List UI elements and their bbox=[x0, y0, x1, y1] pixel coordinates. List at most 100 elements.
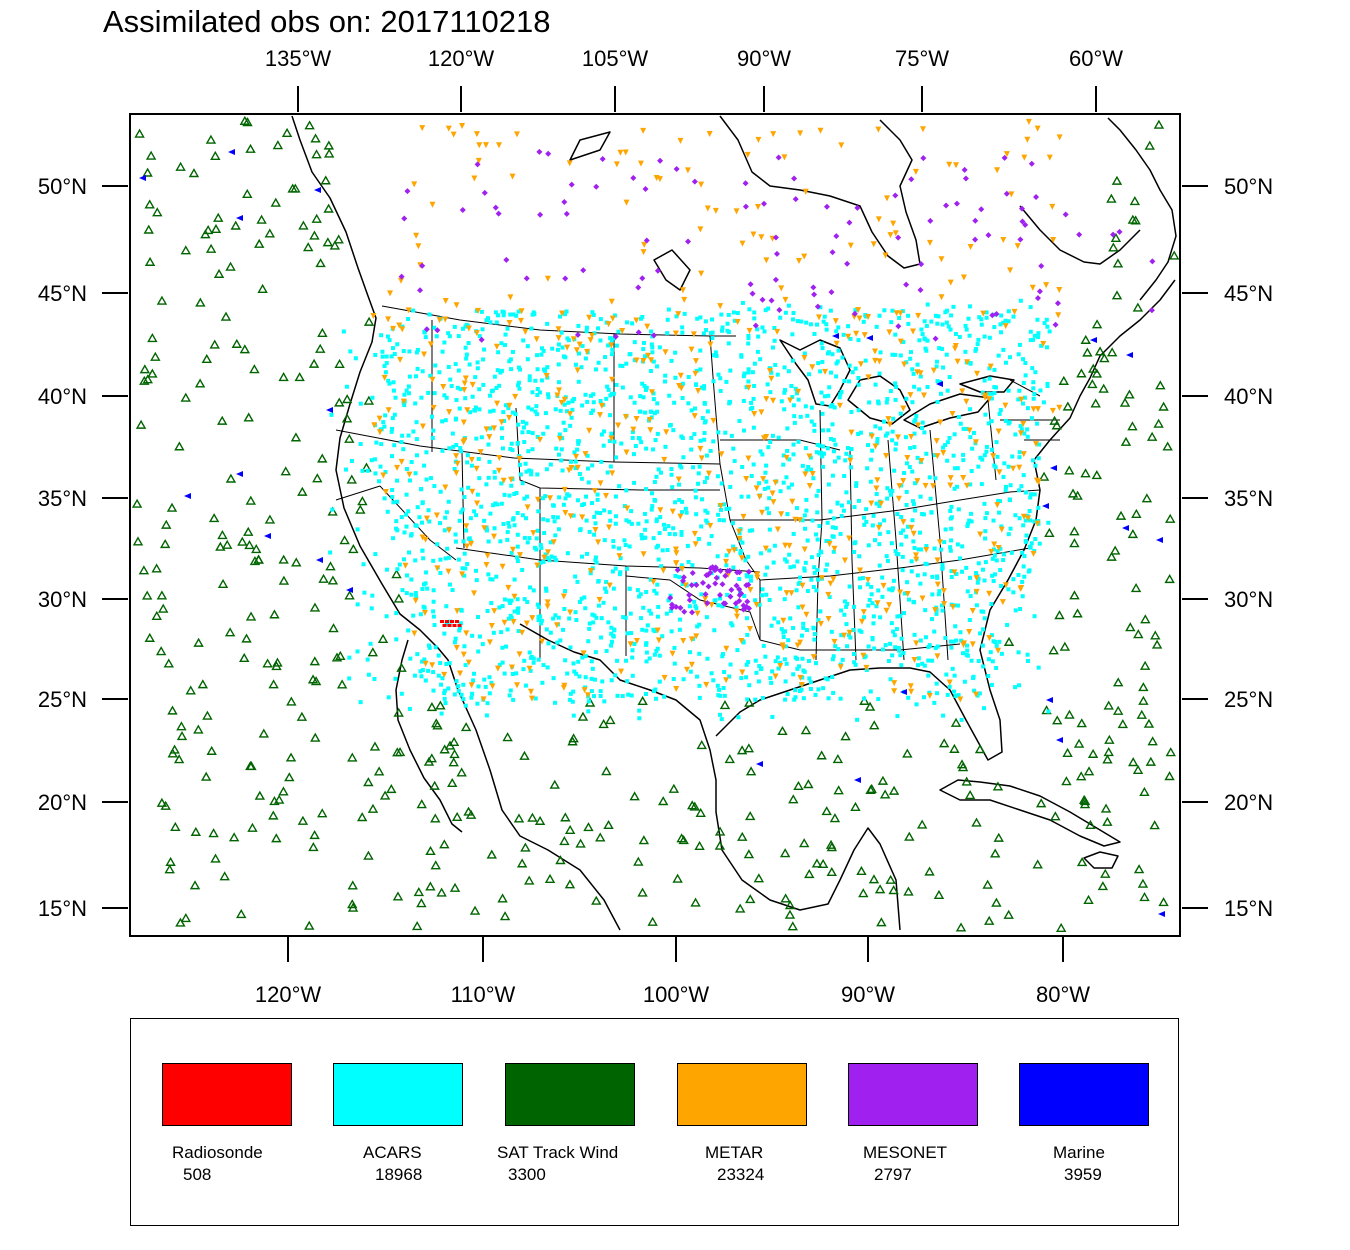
metar-marker bbox=[858, 618, 865, 625]
acars-marker bbox=[390, 454, 395, 459]
top-lon-label: 120°W bbox=[428, 46, 495, 71]
metar-marker bbox=[995, 544, 1002, 551]
sat-track-wind-marker bbox=[165, 856, 176, 866]
acars-marker bbox=[829, 629, 834, 634]
acars-marker bbox=[992, 391, 997, 396]
acars-marker bbox=[784, 475, 789, 480]
metar-marker bbox=[528, 695, 535, 702]
acars-marker bbox=[986, 391, 991, 396]
acars-marker bbox=[897, 315, 902, 320]
acars-marker bbox=[945, 440, 950, 445]
sat-track-wind-marker bbox=[308, 842, 319, 852]
marine-marker bbox=[264, 533, 271, 539]
top-lon-label: 60°W bbox=[1069, 46, 1123, 71]
acars-marker bbox=[1002, 461, 1007, 466]
mesonet-marker bbox=[1038, 262, 1045, 269]
acars-marker bbox=[760, 325, 765, 330]
acars-marker bbox=[784, 559, 789, 564]
acars-marker bbox=[525, 357, 530, 362]
acars-marker bbox=[849, 409, 854, 414]
acars-marker bbox=[778, 586, 783, 591]
metar-marker bbox=[969, 607, 976, 614]
acars-marker bbox=[800, 518, 805, 523]
metar-marker bbox=[763, 434, 770, 441]
acars-marker bbox=[983, 529, 988, 534]
acars-marker bbox=[373, 352, 378, 357]
sat-track-wind-marker bbox=[1064, 709, 1075, 719]
acars-marker bbox=[991, 579, 996, 584]
acars-marker bbox=[692, 406, 697, 411]
metar-marker bbox=[693, 633, 700, 640]
acars-marker bbox=[591, 620, 596, 625]
acars-marker bbox=[672, 645, 677, 650]
metar-marker bbox=[763, 396, 770, 403]
acars-marker bbox=[1020, 550, 1025, 555]
metar-marker bbox=[915, 422, 922, 429]
acars-marker bbox=[940, 603, 945, 608]
acars-marker bbox=[429, 414, 434, 419]
acars-marker bbox=[584, 329, 589, 334]
acars-marker bbox=[446, 499, 451, 504]
metar-marker bbox=[846, 535, 853, 542]
acars-marker bbox=[586, 709, 591, 714]
acars-marker bbox=[968, 594, 973, 599]
acars-marker bbox=[833, 442, 838, 447]
metar-marker bbox=[547, 495, 554, 502]
acars-marker bbox=[873, 538, 878, 543]
sat-track-wind-marker bbox=[363, 395, 375, 405]
acars-marker bbox=[390, 416, 395, 421]
sat-track-wind-marker bbox=[874, 884, 886, 894]
acars-marker bbox=[890, 588, 895, 593]
acars-marker bbox=[702, 437, 707, 442]
acars-marker bbox=[447, 555, 452, 560]
acars-marker bbox=[893, 549, 898, 554]
metar-marker bbox=[442, 316, 449, 323]
acars-marker bbox=[539, 545, 544, 550]
metar-marker bbox=[608, 342, 615, 349]
acars-marker bbox=[387, 338, 392, 343]
acars-marker bbox=[1006, 309, 1011, 314]
mesonet-marker bbox=[1018, 205, 1025, 212]
acars-marker bbox=[415, 505, 420, 510]
acars-marker bbox=[401, 557, 406, 562]
acars-marker bbox=[960, 544, 965, 549]
acars-marker bbox=[415, 652, 420, 657]
acars-marker bbox=[638, 592, 643, 597]
metar-marker bbox=[633, 415, 640, 422]
acars-marker bbox=[422, 657, 427, 662]
metar-marker bbox=[396, 322, 403, 329]
acars-marker bbox=[782, 390, 787, 395]
acars-marker bbox=[546, 392, 551, 397]
acars-marker bbox=[1028, 338, 1033, 343]
metar-marker bbox=[526, 665, 533, 672]
acars-marker bbox=[514, 671, 519, 676]
acars-marker bbox=[493, 310, 498, 315]
acars-marker bbox=[959, 717, 964, 722]
acars-marker bbox=[567, 616, 572, 621]
acars-marker bbox=[608, 518, 613, 523]
sat-track-wind-marker bbox=[392, 891, 404, 901]
acars-marker bbox=[560, 345, 565, 350]
acars-marker bbox=[745, 632, 750, 637]
acars-marker bbox=[838, 531, 843, 536]
metar-marker bbox=[692, 370, 699, 377]
acars-marker bbox=[943, 310, 948, 315]
acars-marker bbox=[595, 492, 600, 497]
acars-marker bbox=[727, 399, 732, 404]
sat-track-wind-marker bbox=[1073, 738, 1085, 748]
sat-track-wind-marker bbox=[138, 565, 150, 575]
acars-marker bbox=[1020, 579, 1025, 584]
acars-marker bbox=[395, 478, 400, 483]
sat-track-wind-marker bbox=[230, 220, 241, 230]
acars-marker bbox=[721, 686, 726, 691]
acars-marker bbox=[584, 551, 589, 556]
acars-marker bbox=[721, 652, 726, 657]
acars-marker bbox=[683, 506, 688, 511]
acars-marker bbox=[890, 438, 895, 443]
acars-marker bbox=[517, 386, 522, 391]
acars-marker bbox=[820, 401, 825, 406]
sat-track-wind-marker bbox=[135, 419, 147, 429]
acars-marker bbox=[885, 431, 890, 436]
acars-marker bbox=[622, 538, 627, 543]
acars-marker bbox=[433, 645, 438, 650]
